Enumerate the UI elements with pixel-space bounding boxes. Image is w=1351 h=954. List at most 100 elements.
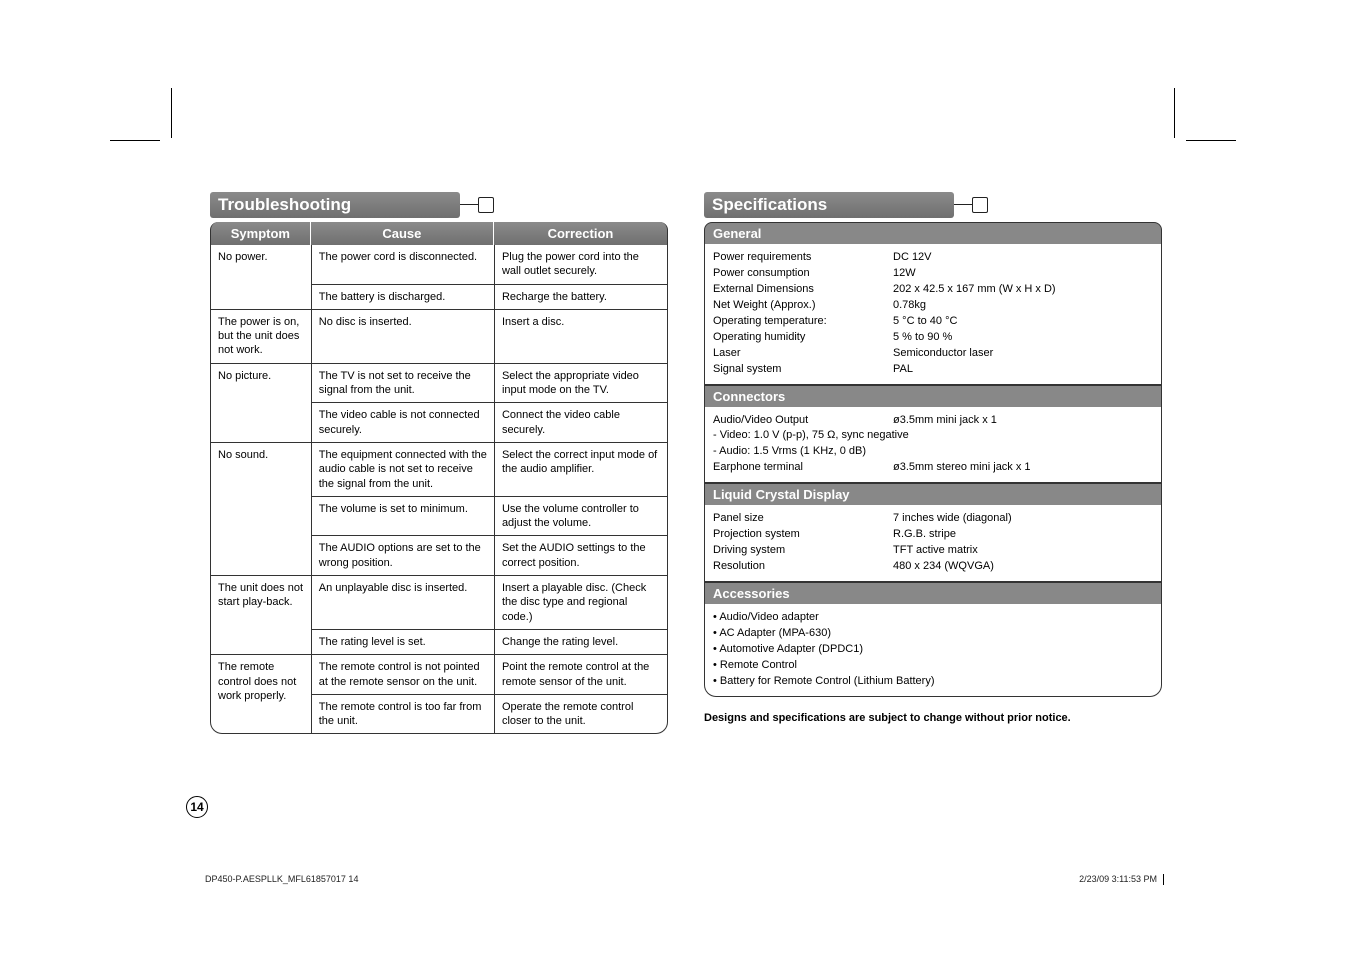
spec-key: Panel size bbox=[713, 511, 893, 527]
spec-subheading-general: General bbox=[704, 222, 1162, 244]
th-cause: Cause bbox=[311, 222, 494, 245]
correction-cell: Insert a disc. bbox=[494, 310, 668, 364]
page-number: 14 bbox=[186, 796, 208, 818]
cause-cell: No disc is inserted. bbox=[311, 310, 494, 364]
spec-key: Operating humidity bbox=[713, 330, 893, 346]
heading-connector bbox=[954, 204, 972, 205]
correction-cell: Recharge the battery. bbox=[494, 285, 668, 310]
accessory-text: Remote Control bbox=[720, 659, 797, 671]
spec-key: Earphone terminal bbox=[713, 460, 893, 476]
cause-cell: The video cable is not connected securel… bbox=[311, 403, 494, 443]
spec-key: Laser bbox=[713, 346, 893, 362]
spec-val: 7 inches wide (diagonal) bbox=[893, 511, 1153, 527]
cause-cell: The remote control is not pointed at the… bbox=[311, 655, 494, 695]
cause-cell: The AUDIO options are set to the wrong p… bbox=[311, 536, 494, 576]
specifications-heading: Specifications bbox=[712, 195, 827, 215]
spec-val: 0.78kg bbox=[893, 298, 1153, 314]
heading-notch bbox=[478, 197, 494, 213]
th-symptom: Symptom bbox=[210, 222, 311, 245]
correction-cell: Point the remote control at the remote s… bbox=[494, 655, 668, 695]
spec-accessories-body: • Audio/Video adapter • AC Adapter (MPA-… bbox=[704, 604, 1162, 697]
spec-key: External Dimensions bbox=[713, 282, 893, 298]
spec-val: 5 °C to 40 °C bbox=[893, 314, 1153, 330]
spec-key: Power requirements bbox=[713, 250, 893, 266]
troubleshooting-heading: Troubleshooting bbox=[218, 195, 351, 215]
cause-cell: The equipment connected with the audio c… bbox=[311, 443, 494, 497]
footer-right: 2/23/09 3:11:53 PM bbox=[1079, 874, 1164, 885]
spec-val: 5 % to 90 % bbox=[893, 330, 1153, 346]
spec-subheading-connectors: Connectors bbox=[704, 385, 1162, 407]
correction-cell: Operate the remote control closer to the… bbox=[494, 695, 668, 735]
symptom-cell: No power. bbox=[210, 245, 311, 310]
spec-lcd-body: Panel size7 inches wide (diagonal) Proje… bbox=[704, 505, 1162, 582]
cause-cell: The rating level is set. bbox=[311, 630, 494, 655]
correction-cell: Plug the power cord into the wall outlet… bbox=[494, 245, 668, 285]
symptom-cell: No sound. bbox=[210, 443, 311, 576]
spec-connectors-body: Audio/Video Outputø3.5mm mini jack x 1 -… bbox=[704, 407, 1162, 484]
correction-cell: Use the volume controller to adjust the … bbox=[494, 497, 668, 537]
crop-mark bbox=[1186, 140, 1236, 141]
spec-key: Operating temperature: bbox=[713, 314, 893, 330]
accessory-text: Automotive Adapter (DPDC1) bbox=[719, 643, 863, 655]
accessory-text: Battery for Remote Control (Lithium Batt… bbox=[720, 675, 935, 687]
spec-key: Driving system bbox=[713, 543, 893, 559]
spec-key: Signal system bbox=[713, 362, 893, 378]
accessory-text: AC Adapter (MPA-630) bbox=[719, 627, 831, 639]
correction-cell: Change the rating level. bbox=[494, 630, 668, 655]
crop-mark bbox=[110, 140, 160, 141]
spec-val: 202 x 42.5 x 167 mm (W x H x D) bbox=[893, 282, 1153, 298]
spec-key: Power consumption bbox=[713, 266, 893, 282]
page-body: Troubleshooting Symptom Cause Correction… bbox=[210, 192, 1162, 734]
cause-cell: The TV is not set to receive the signal … bbox=[311, 364, 494, 404]
crop-mark bbox=[1174, 88, 1175, 138]
spec-val: TFT active matrix bbox=[893, 543, 1153, 559]
spec-val: PAL bbox=[893, 362, 1153, 378]
specifications-section: Specifications General Power requirement… bbox=[704, 192, 1162, 734]
spec-val: 12W bbox=[893, 266, 1153, 282]
troubleshooting-heading-bar: Troubleshooting bbox=[210, 192, 460, 218]
spec-subnote: - Video: 1.0 V (p-p), 75 Ω, sync negativ… bbox=[713, 428, 1153, 444]
cause-cell: The power cord is disconnected. bbox=[311, 245, 494, 285]
accessory-item: • Audio/Video adapter bbox=[713, 610, 1153, 626]
spec-val: ø3.5mm mini jack x 1 bbox=[893, 413, 1153, 429]
specifications-heading-bar: Specifications bbox=[704, 192, 954, 218]
spec-key: Resolution bbox=[713, 559, 893, 575]
accessory-item: • AC Adapter (MPA-630) bbox=[713, 626, 1153, 642]
symptom-cell: No picture. bbox=[210, 364, 311, 443]
correction-cell: Select the correct input mode of the aud… bbox=[494, 443, 668, 497]
accessory-item: • Battery for Remote Control (Lithium Ba… bbox=[713, 674, 1153, 690]
heading-notch bbox=[972, 197, 988, 213]
footer-left: DP450-P.AESPLLK_MFL61857017 14 bbox=[205, 874, 358, 884]
correction-cell: Set the AUDIO settings to the correct po… bbox=[494, 536, 668, 576]
accessory-text: Audio/Video adapter bbox=[719, 611, 819, 623]
cause-cell: The volume is set to minimum. bbox=[311, 497, 494, 537]
spec-key: Net Weight (Approx.) bbox=[713, 298, 893, 314]
spec-box: General Power requirementsDC 12V Power c… bbox=[704, 222, 1162, 697]
spec-val: ø3.5mm stereo mini jack x 1 bbox=[893, 460, 1153, 476]
spec-val: DC 12V bbox=[893, 250, 1153, 266]
footer-right-text: 2/23/09 3:11:53 PM bbox=[1079, 874, 1157, 884]
spec-val: Semiconductor laser bbox=[893, 346, 1153, 362]
cause-cell: The remote control is too far from the u… bbox=[311, 695, 494, 735]
heading-connector bbox=[460, 204, 478, 205]
footer-crop-tick bbox=[1163, 874, 1164, 885]
symptom-cell: The unit does not start play-back. bbox=[210, 576, 311, 655]
spec-subnote: - Audio: 1.5 Vrms (1 KHz, 0 dB) bbox=[713, 444, 1153, 460]
spec-val: 480 x 234 (WQVGA) bbox=[893, 559, 1153, 575]
spec-key: Audio/Video Output bbox=[713, 413, 893, 429]
symptom-cell: The remote control does not work properl… bbox=[210, 655, 311, 734]
correction-cell: Insert a playable disc. (Check the disc … bbox=[494, 576, 668, 630]
correction-cell: Select the appropriate video input mode … bbox=[494, 364, 668, 404]
spec-subheading-accessories: Accessories bbox=[704, 582, 1162, 604]
spec-val: R.G.B. stripe bbox=[893, 527, 1153, 543]
symptom-cell: The power is on, but the unit does not w… bbox=[210, 310, 311, 364]
crop-mark bbox=[171, 88, 172, 138]
spec-subheading-lcd: Liquid Crystal Display bbox=[704, 483, 1162, 505]
cause-cell: An unplayable disc is inserted. bbox=[311, 576, 494, 630]
accessory-item: • Remote Control bbox=[713, 658, 1153, 674]
accessory-item: • Automotive Adapter (DPDC1) bbox=[713, 642, 1153, 658]
spec-key: Projection system bbox=[713, 527, 893, 543]
spec-general-body: Power requirementsDC 12V Power consumpti… bbox=[704, 244, 1162, 385]
spec-notice: Designs and specifications are subject t… bbox=[704, 711, 1162, 726]
cause-cell: The battery is discharged. bbox=[311, 285, 494, 310]
